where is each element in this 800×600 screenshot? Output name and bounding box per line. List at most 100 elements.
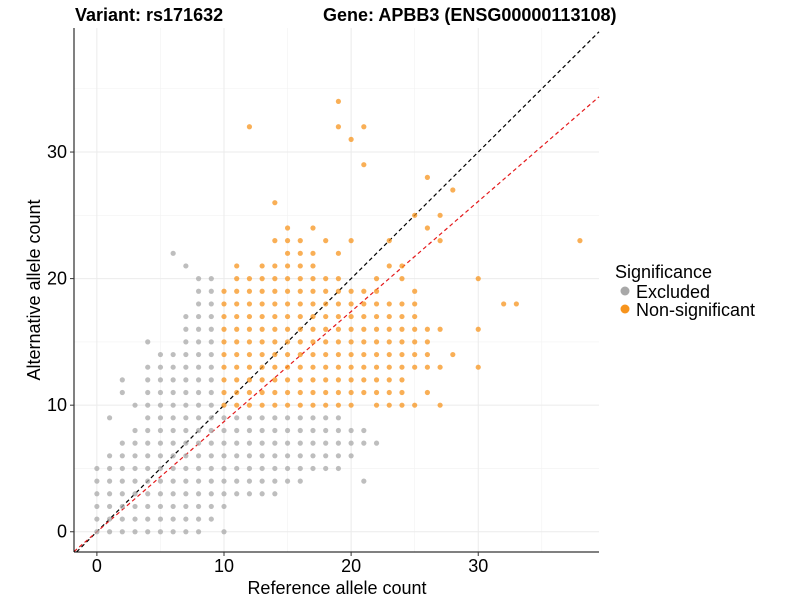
point-excluded — [145, 377, 151, 383]
point-non-significant — [259, 364, 265, 370]
point-excluded — [259, 415, 265, 421]
point-excluded — [272, 453, 278, 459]
point-excluded — [145, 503, 151, 510]
point-non-significant — [399, 263, 405, 269]
point-non-significant — [361, 288, 367, 294]
point-non-significant — [335, 301, 342, 307]
point-excluded — [183, 389, 189, 396]
legend-swatch-excluded — [620, 286, 630, 296]
point-excluded — [259, 453, 265, 459]
point-excluded — [195, 402, 202, 408]
point-non-significant — [284, 389, 291, 396]
point-excluded — [297, 427, 303, 434]
point-excluded — [145, 529, 151, 535]
point-excluded — [195, 440, 202, 446]
point-non-significant — [221, 402, 227, 408]
point-non-significant — [450, 187, 456, 193]
point-excluded — [183, 326, 189, 332]
point-non-significant — [412, 301, 418, 307]
point-non-significant — [335, 98, 342, 105]
point-non-significant — [259, 276, 265, 282]
point-excluded — [208, 491, 214, 497]
point-non-significant — [386, 301, 392, 307]
point-non-significant — [475, 276, 481, 282]
point-non-significant — [335, 377, 342, 383]
point-excluded — [157, 415, 164, 421]
point-non-significant — [323, 276, 329, 282]
point-non-significant — [259, 326, 265, 332]
point-excluded — [119, 465, 125, 472]
point-excluded — [195, 427, 202, 434]
point-excluded — [170, 427, 176, 434]
point-non-significant — [424, 326, 430, 332]
point-excluded — [119, 440, 125, 446]
point-excluded — [323, 465, 329, 472]
point-excluded — [195, 364, 202, 370]
point-excluded — [272, 427, 278, 434]
point-non-significant — [361, 313, 367, 320]
point-non-significant — [361, 301, 367, 307]
point-excluded — [106, 491, 113, 497]
point-non-significant — [361, 377, 367, 383]
point-excluded — [195, 503, 202, 510]
point-non-significant — [221, 339, 227, 345]
point-excluded — [348, 440, 354, 446]
point-non-significant — [399, 339, 405, 345]
point-non-significant — [272, 339, 278, 345]
point-non-significant — [259, 402, 265, 408]
point-non-significant — [424, 351, 430, 358]
point-non-significant — [348, 136, 354, 142]
point-non-significant — [335, 250, 342, 256]
point-excluded — [195, 529, 202, 535]
point-non-significant — [297, 402, 303, 408]
point-excluded — [246, 491, 253, 497]
point-non-significant — [323, 339, 329, 345]
point-non-significant — [310, 326, 316, 332]
point-non-significant — [437, 364, 443, 370]
point-excluded — [157, 453, 164, 459]
chart-title-gene: Gene: APBB3 (ENSG00000113108) — [323, 5, 616, 25]
point-excluded — [208, 301, 214, 307]
point-excluded — [106, 415, 113, 421]
point-excluded — [183, 440, 189, 446]
point-non-significant — [386, 389, 392, 396]
point-non-significant — [373, 326, 380, 332]
point-non-significant — [246, 124, 253, 130]
point-non-significant — [373, 313, 380, 320]
point-non-significant — [373, 377, 380, 383]
point-excluded — [208, 288, 214, 294]
point-non-significant — [284, 301, 291, 307]
point-non-significant — [297, 351, 303, 358]
point-non-significant — [373, 288, 380, 294]
point-non-significant — [234, 288, 240, 294]
point-non-significant — [284, 364, 291, 370]
point-non-significant — [234, 364, 240, 370]
point-non-significant — [399, 276, 405, 282]
point-non-significant — [323, 377, 329, 383]
point-excluded — [361, 427, 367, 434]
point-non-significant — [284, 326, 291, 332]
point-non-significant — [437, 326, 443, 332]
point-excluded — [132, 478, 138, 484]
point-excluded — [170, 503, 176, 510]
point-non-significant — [335, 276, 342, 282]
point-excluded — [183, 516, 189, 522]
point-non-significant — [386, 402, 392, 408]
point-non-significant — [259, 377, 265, 383]
y-tick-label: 0 — [57, 522, 67, 542]
point-non-significant — [310, 339, 316, 345]
point-excluded — [183, 491, 189, 497]
point-excluded — [323, 415, 329, 421]
reference-line-expected-ratio — [73, 96, 600, 553]
point-excluded — [348, 453, 354, 459]
point-excluded — [195, 389, 202, 396]
point-non-significant — [310, 402, 316, 408]
point-excluded — [310, 427, 316, 434]
point-non-significant — [310, 301, 316, 307]
point-non-significant — [348, 301, 354, 307]
point-non-significant — [246, 313, 253, 320]
point-non-significant — [323, 351, 329, 358]
point-non-significant — [246, 377, 253, 383]
point-excluded — [221, 427, 227, 434]
point-non-significant — [272, 351, 278, 358]
